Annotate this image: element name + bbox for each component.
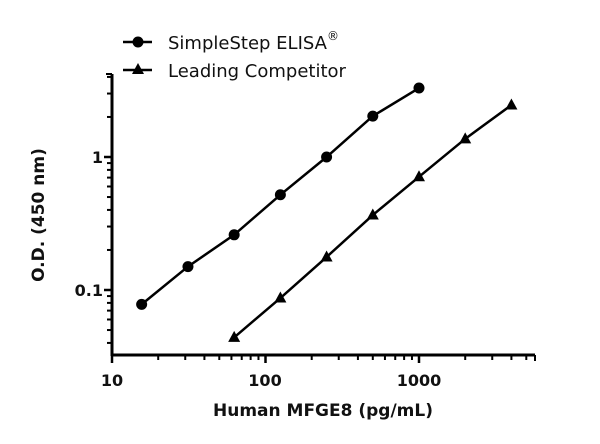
x-tick-1000: 1000: [397, 371, 442, 390]
y-axis-title: O.D. (450 nm): [29, 148, 49, 282]
plot-area: [136, 82, 518, 342]
data-point: [182, 261, 194, 273]
data-point: [274, 291, 287, 303]
legend-label-competitor: Leading Competitor: [168, 61, 347, 82]
data-point: [366, 208, 379, 220]
y-tick-1: 1: [92, 148, 103, 167]
triangle-marker-icon: [132, 63, 144, 74]
data-point: [413, 82, 425, 94]
axes: [104, 73, 536, 363]
x-tick-100: 100: [248, 371, 281, 390]
data-point: [274, 189, 286, 201]
y-tick-0.1: 0.1: [75, 281, 103, 300]
data-point: [228, 229, 240, 241]
legend-item-simplestep: SimpleStep ELISA®: [123, 29, 339, 54]
series-line-1: [233, 103, 513, 339]
data-point: [321, 151, 333, 163]
data-point: [136, 298, 148, 310]
data-point: [505, 98, 518, 110]
data-point: [459, 132, 472, 144]
x-axis-title: Human MFGE8 (pg/mL): [213, 401, 433, 421]
data-point: [413, 170, 425, 182]
legend-label-simplestep: SimpleStep ELISA: [168, 33, 328, 54]
registered-mark: ®: [327, 29, 339, 43]
legend: SimpleStep ELISA® Leading Competitor: [123, 29, 347, 82]
circle-marker-icon: [132, 36, 144, 48]
data-point: [320, 250, 333, 262]
svg-text:SimpleStep ELISA®: SimpleStep ELISA®: [168, 29, 339, 54]
x-tick-10: 10: [101, 371, 123, 390]
data-point: [228, 330, 241, 342]
legend-item-competitor: Leading Competitor: [123, 61, 347, 82]
data-point: [367, 110, 379, 122]
